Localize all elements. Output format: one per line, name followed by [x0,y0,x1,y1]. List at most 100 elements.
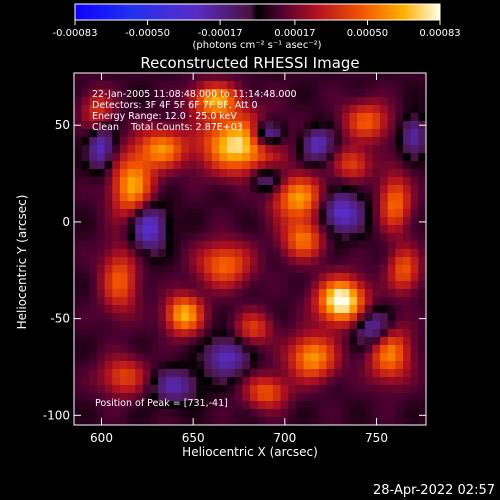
heatmap-cell [242,417,251,425]
heatmap-cell [119,201,129,210]
heatmap-cell [89,409,98,418]
heatmap-cell [135,97,144,106]
heatmap-cell [318,297,328,306]
heatmap-cell [188,121,198,130]
heatmap-cell [150,329,159,338]
heatmap-cell [135,209,144,218]
heatmap-cell [89,193,98,202]
heatmap-cell [188,225,198,234]
heatmap-cell [295,89,305,98]
heatmap-cell [357,289,366,298]
heatmap-cell [364,241,374,250]
heatmap-cell [188,305,198,314]
heatmap-cell [326,209,335,218]
heatmap-cell [196,401,205,410]
heatmap-cell [165,385,175,394]
heatmap-cell [227,193,236,202]
heatmap-cell [81,121,90,130]
heatmap-cell [272,353,282,362]
heatmap-cell [265,281,274,290]
heatmap-cell [150,361,159,370]
heatmap-cell [364,105,374,114]
heatmap-cell [135,225,144,234]
heatmap-cell [380,257,389,266]
heatmap-cell [234,177,243,186]
heatmap-cell [119,385,129,394]
heatmap-cell [318,369,328,378]
heatmap-cell [326,169,335,178]
heatmap-cell [142,225,152,234]
heatmap-cell [74,185,83,194]
heatmap-cell [89,257,98,266]
heatmap-cell [265,81,274,90]
heatmap-cell [295,185,305,194]
heatmap-cell [380,305,389,314]
heatmap-cell [173,209,182,218]
heatmap-cell [196,393,205,402]
heatmap-cell [311,81,320,90]
heatmap-cell [127,377,136,386]
heatmap-cell [349,241,358,250]
heatmap-cell [311,129,320,138]
heatmap-cell [250,81,259,90]
heatmap-cell [81,249,90,258]
heatmap-cell [181,345,190,354]
heatmap-cell [380,393,389,402]
heatmap-cell [372,281,381,290]
heatmap-cell [341,401,351,410]
heatmap-cell [410,145,419,154]
heatmap-cell [227,249,236,258]
heatmap-cell [395,385,404,394]
heatmap-cell [219,217,228,226]
heatmap-cell [288,417,297,425]
heatmap-cell [119,369,129,378]
heatmap-cell [341,393,351,402]
x-tick-label: 650 [182,431,205,445]
heatmap-cell [135,289,144,298]
heatmap-cell [380,217,389,226]
heatmap-cell [204,201,213,210]
heatmap-cell [112,193,121,202]
heatmap-cell [380,265,389,274]
heatmap-cell [257,377,266,386]
heatmap-cell [127,105,136,114]
heatmap-cell [234,329,243,338]
heatmap-cell [150,337,159,346]
heatmap-cell [142,313,152,322]
heatmap-cell [303,281,312,290]
heatmap-cell [165,225,175,234]
heatmap-cell [364,97,374,106]
heatmap-cell [357,321,366,330]
heatmap-cell [104,73,113,82]
heatmap-cell [127,313,136,322]
heatmap-cell [372,273,381,282]
heatmap-cell [280,297,289,306]
heatmap-cell [96,409,106,418]
heatmap-cell [158,329,167,338]
heatmap-cell [74,313,83,322]
heatmap-cell [89,369,98,378]
heatmap-cell [81,345,90,354]
heatmap-cell [303,321,312,330]
heatmap-cell [372,257,381,266]
heatmap-cell [311,241,320,250]
heatmap-cell [234,209,243,218]
heatmap-cell [280,369,289,378]
heatmap-cell [227,121,236,130]
heatmap-cell [364,217,374,226]
heatmap-cell [295,329,305,338]
heatmap-cell [234,257,243,266]
heatmap-cell [158,209,167,218]
heatmap-cell [372,241,381,250]
heatmap-cell [418,201,426,210]
heatmap-cell [288,193,297,202]
heatmap-cell [204,225,213,234]
heatmap-cell [303,121,312,130]
heatmap-cell [234,305,243,314]
heatmap-cell [295,369,305,378]
heatmap-cell [334,97,343,106]
heatmap-cell [234,81,243,90]
heatmap-cell [288,185,297,194]
heatmap-cell [204,169,213,178]
heatmap-cell [181,337,190,346]
